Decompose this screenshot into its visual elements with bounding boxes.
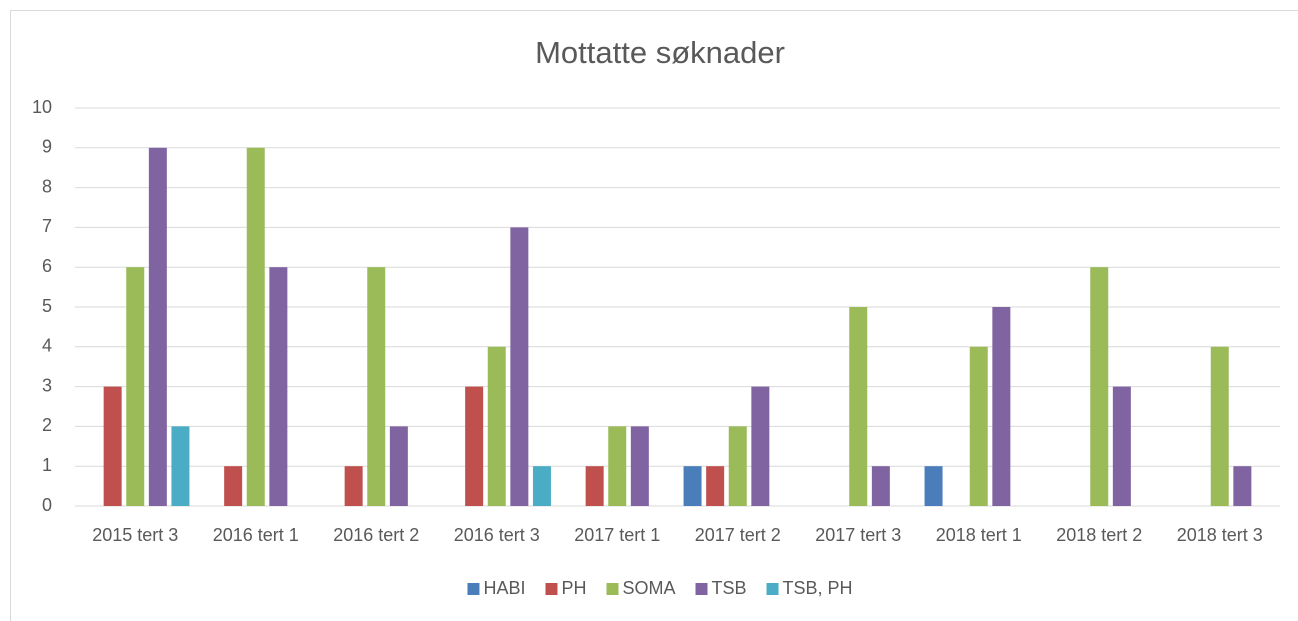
bar: [103, 386, 122, 506]
y-tick-label: 3: [42, 375, 52, 395]
bar: [224, 466, 243, 506]
x-tick-label: 2018 tert 3: [1177, 525, 1263, 545]
bar: [1090, 267, 1109, 506]
bar: [344, 466, 363, 506]
y-tick-label: 7: [42, 216, 52, 236]
legend-swatch: [545, 583, 558, 595]
bar: [1112, 386, 1131, 506]
x-tick-label: 2016 tert 3: [454, 525, 540, 545]
bar: [751, 386, 770, 506]
x-tick-label: 2017 tert 3: [815, 525, 901, 545]
bar: [585, 466, 604, 506]
bar: [367, 267, 386, 506]
bar: [487, 346, 506, 506]
bar: [728, 426, 747, 506]
bar: [126, 267, 145, 506]
bar: [849, 307, 868, 506]
y-tick-label: 5: [42, 296, 52, 316]
x-tick-label: 2018 tert 2: [1056, 525, 1142, 545]
bar: [171, 426, 190, 506]
bar: [924, 466, 943, 506]
legend-label: TSB: [712, 578, 747, 598]
legend-label: TSB, PH: [783, 578, 853, 598]
bar: [630, 426, 649, 506]
x-tick-label: 2016 tert 1: [213, 525, 299, 545]
y-tick-label: 0: [42, 495, 52, 515]
bar: [1210, 346, 1229, 506]
y-tick-label: 2: [42, 415, 52, 435]
legend-label: HABI: [483, 578, 525, 598]
x-tick-label: 2016 tert 2: [333, 525, 419, 545]
y-tick-label: 9: [42, 137, 52, 157]
x-tick-label: 2017 tert 2: [695, 525, 781, 545]
y-tick-label: 1: [42, 455, 52, 475]
bar: [683, 466, 702, 506]
bar: [608, 426, 627, 506]
bar: [510, 227, 529, 506]
chart-frame: [10, 10, 1298, 621]
bar: [871, 466, 890, 506]
bar: [992, 307, 1011, 506]
y-tick-label: 4: [42, 336, 52, 356]
y-tick-label: 6: [42, 256, 52, 276]
x-tick-label: 2017 tert 1: [574, 525, 660, 545]
legend-label: PH: [561, 578, 586, 598]
bar: [532, 466, 551, 506]
bar: [389, 426, 408, 506]
y-tick-label: 10: [32, 97, 52, 117]
legend-label: SOMA: [622, 578, 675, 598]
chart-title: Mottatte søknader: [535, 35, 785, 70]
x-tick-label: 2015 tert 3: [92, 525, 178, 545]
legend-swatch: [695, 583, 708, 595]
bar: [1233, 466, 1252, 506]
y-tick-label: 8: [42, 176, 52, 196]
x-tick-label: 2018 tert 1: [936, 525, 1022, 545]
bar: [969, 346, 988, 506]
legend-swatch: [766, 583, 779, 595]
bar: [148, 147, 167, 507]
bar: [465, 386, 484, 506]
bar: [246, 147, 265, 507]
bar: [269, 267, 288, 506]
legend-swatch: [467, 583, 480, 595]
legend-swatch: [606, 583, 619, 595]
bar: [706, 466, 725, 506]
